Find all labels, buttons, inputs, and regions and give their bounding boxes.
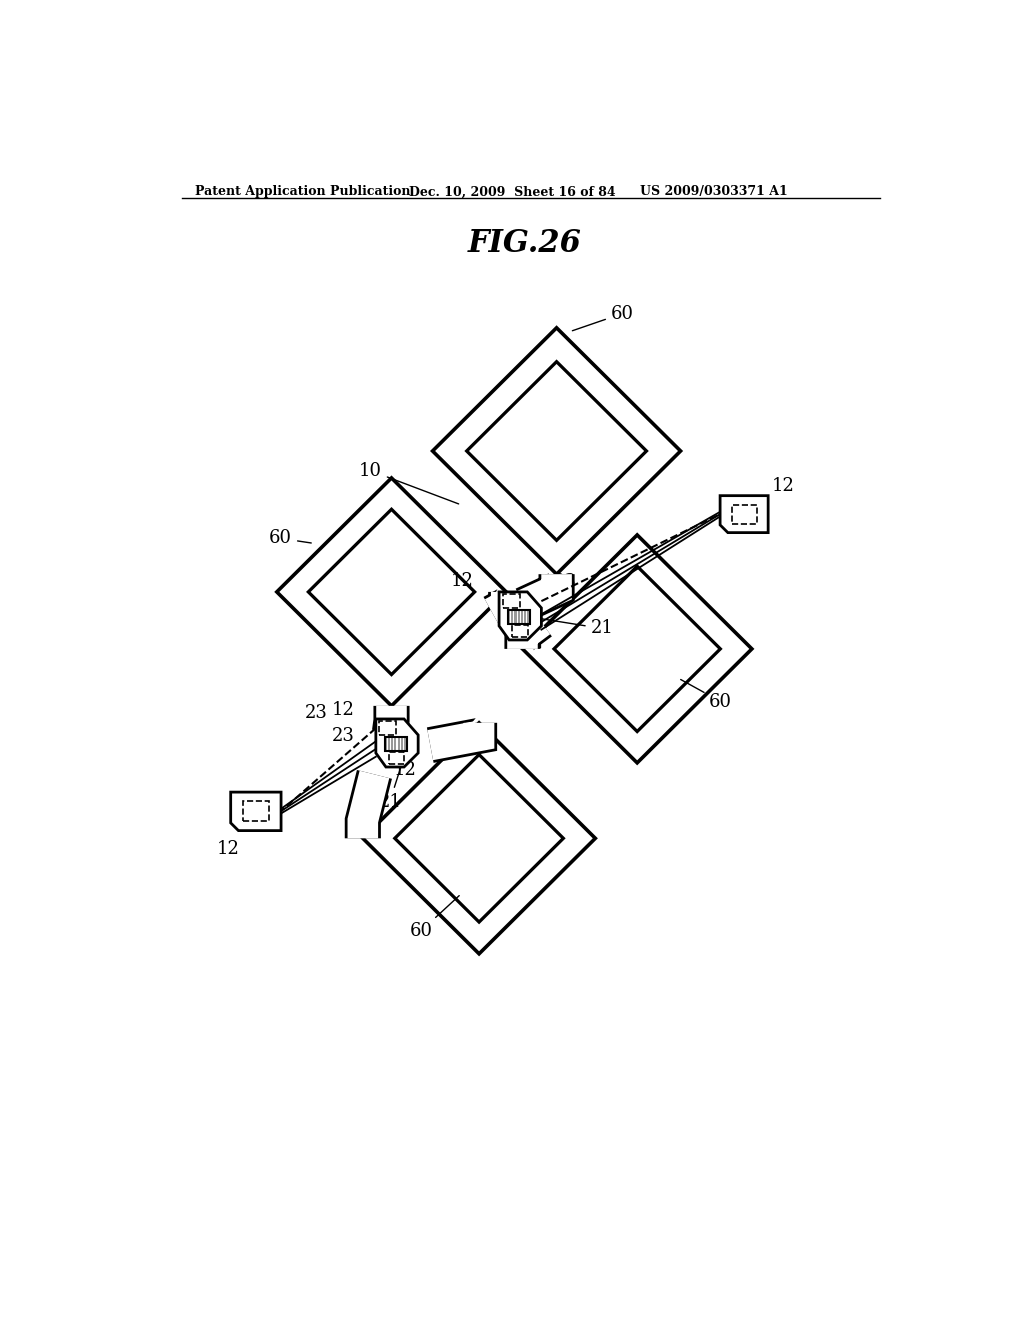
Polygon shape (521, 610, 523, 624)
Text: Patent Application Publication: Patent Application Publication (196, 185, 411, 198)
Polygon shape (362, 723, 595, 954)
Polygon shape (395, 755, 563, 923)
Polygon shape (385, 737, 387, 751)
Text: 60: 60 (572, 305, 634, 331)
Polygon shape (388, 737, 390, 751)
Text: 23: 23 (305, 704, 328, 722)
Polygon shape (527, 610, 529, 624)
Text: 60: 60 (269, 529, 311, 548)
Polygon shape (511, 610, 513, 624)
Polygon shape (403, 737, 406, 751)
Text: 60: 60 (681, 680, 732, 710)
Text: 60: 60 (410, 896, 459, 940)
Text: 23: 23 (554, 573, 577, 591)
Polygon shape (508, 610, 510, 624)
Polygon shape (230, 792, 281, 830)
Polygon shape (720, 496, 768, 533)
Text: 12: 12 (452, 572, 474, 590)
Polygon shape (391, 737, 393, 751)
Polygon shape (400, 737, 402, 751)
Text: 12: 12 (394, 760, 417, 779)
Polygon shape (397, 737, 399, 751)
Text: 12: 12 (332, 701, 354, 719)
Polygon shape (514, 610, 516, 624)
Text: 12: 12 (521, 634, 544, 652)
Polygon shape (308, 510, 475, 675)
Text: 10: 10 (359, 462, 459, 504)
Text: 12: 12 (217, 840, 240, 858)
Polygon shape (276, 478, 506, 706)
Text: Dec. 10, 2009  Sheet 16 of 84: Dec. 10, 2009 Sheet 16 of 84 (409, 185, 615, 198)
Polygon shape (524, 610, 526, 624)
Polygon shape (518, 610, 520, 624)
Text: 21: 21 (535, 618, 613, 638)
Polygon shape (499, 591, 542, 640)
Polygon shape (394, 737, 396, 751)
Text: FIG.26: FIG.26 (468, 227, 582, 259)
Polygon shape (432, 327, 681, 574)
Text: 23: 23 (332, 727, 354, 746)
Text: 21: 21 (378, 747, 408, 810)
Polygon shape (467, 362, 646, 540)
Polygon shape (376, 719, 418, 767)
Polygon shape (522, 535, 752, 763)
Text: US 2009/0303371 A1: US 2009/0303371 A1 (640, 185, 787, 198)
Text: 12: 12 (771, 477, 795, 495)
Polygon shape (554, 566, 720, 731)
